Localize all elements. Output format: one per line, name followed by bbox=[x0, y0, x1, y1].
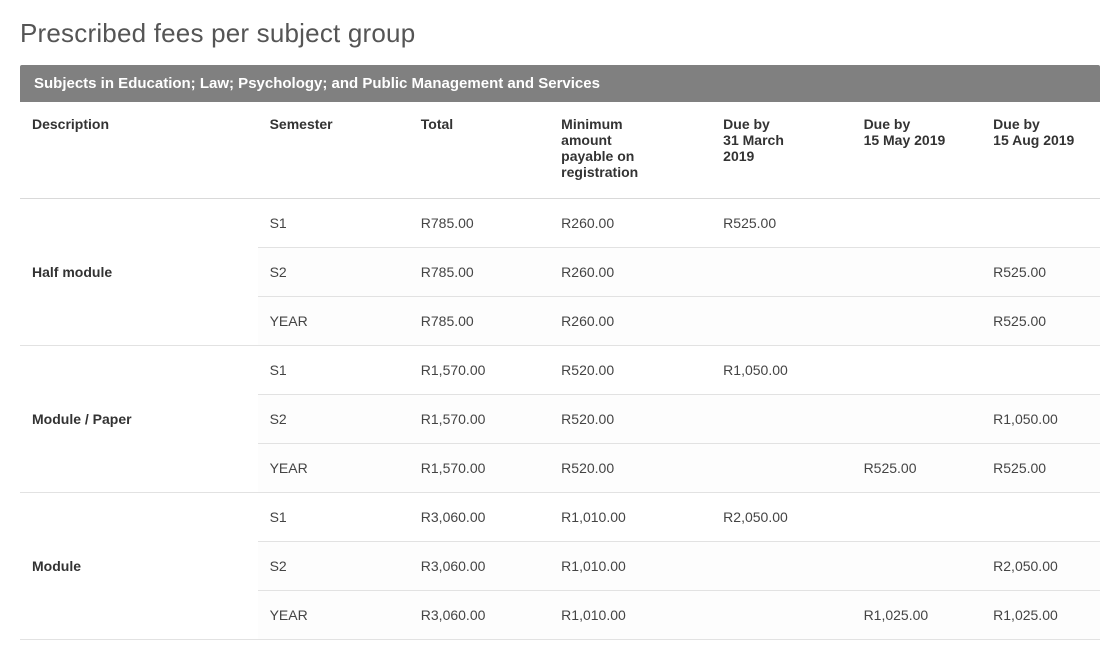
cell-due-31-mar bbox=[711, 591, 851, 640]
cell-min-payable: R520.00 bbox=[549, 395, 711, 444]
cell-semester: S1 bbox=[258, 493, 409, 542]
cell-semester: S2 bbox=[258, 395, 409, 444]
fees-table: Description Semester Total Minimum amoun… bbox=[20, 102, 1100, 640]
cell-due-31-mar: R1,050.00 bbox=[711, 346, 851, 395]
cell-due-31-mar: R525.00 bbox=[711, 199, 851, 248]
cell-semester: S1 bbox=[258, 199, 409, 248]
col-due-15-aug: Due by 15 Aug 2019 bbox=[981, 102, 1100, 199]
cell-due-15-aug bbox=[981, 199, 1100, 248]
cell-total: R3,060.00 bbox=[409, 591, 549, 640]
fees-table-head: Description Semester Total Minimum amoun… bbox=[20, 102, 1100, 199]
cell-min-payable: R260.00 bbox=[549, 248, 711, 297]
col-total: Total bbox=[409, 102, 549, 199]
cell-total: R1,570.00 bbox=[409, 444, 549, 493]
cell-semester: YEAR bbox=[258, 591, 409, 640]
description-cell: Half module bbox=[20, 199, 258, 346]
cell-due-15-may: R525.00 bbox=[852, 444, 982, 493]
cell-due-31-mar bbox=[711, 542, 851, 591]
cell-min-payable: R1,010.00 bbox=[549, 542, 711, 591]
cell-due-15-may bbox=[852, 346, 982, 395]
cell-min-payable: R520.00 bbox=[549, 346, 711, 395]
cell-semester: S2 bbox=[258, 542, 409, 591]
group-module: Module S1 R3,060.00 R1,010.00 R2,050.00 … bbox=[20, 493, 1100, 640]
description-cell: Module bbox=[20, 493, 258, 640]
cell-due-15-aug bbox=[981, 493, 1100, 542]
cell-due-15-aug: R525.00 bbox=[981, 248, 1100, 297]
cell-total: R3,060.00 bbox=[409, 493, 549, 542]
table-row: Module / Paper S1 R1,570.00 R520.00 R1,0… bbox=[20, 346, 1100, 395]
col-due-15-may: Due by 15 May 2019 bbox=[852, 102, 982, 199]
cell-semester: S1 bbox=[258, 346, 409, 395]
cell-due-31-mar bbox=[711, 395, 851, 444]
cell-due-31-mar bbox=[711, 248, 851, 297]
cell-due-15-aug: R525.00 bbox=[981, 297, 1100, 346]
cell-due-31-mar bbox=[711, 444, 851, 493]
cell-min-payable: R520.00 bbox=[549, 444, 711, 493]
cell-due-15-may bbox=[852, 248, 982, 297]
cell-semester: YEAR bbox=[258, 297, 409, 346]
description-cell: Module / Paper bbox=[20, 346, 258, 493]
cell-total: R785.00 bbox=[409, 297, 549, 346]
cell-due-15-may bbox=[852, 493, 982, 542]
cell-due-15-aug: R2,050.00 bbox=[981, 542, 1100, 591]
cell-due-15-may: R1,025.00 bbox=[852, 591, 982, 640]
cell-total: R1,570.00 bbox=[409, 346, 549, 395]
cell-due-15-aug bbox=[981, 346, 1100, 395]
cell-min-payable: R1,010.00 bbox=[549, 493, 711, 542]
table-row: Half module S1 R785.00 R260.00 R525.00 bbox=[20, 199, 1100, 248]
cell-due-15-aug: R525.00 bbox=[981, 444, 1100, 493]
cell-due-15-aug: R1,025.00 bbox=[981, 591, 1100, 640]
col-min-payable: Minimum amount payable on registration bbox=[549, 102, 711, 199]
cell-due-15-aug: R1,050.00 bbox=[981, 395, 1100, 444]
table-row: Module S1 R3,060.00 R1,010.00 R2,050.00 bbox=[20, 493, 1100, 542]
cell-due-15-may bbox=[852, 297, 982, 346]
cell-due-31-mar: R2,050.00 bbox=[711, 493, 851, 542]
page-title: Prescribed fees per subject group bbox=[20, 18, 1100, 49]
cell-min-payable: R1,010.00 bbox=[549, 591, 711, 640]
cell-semester: YEAR bbox=[258, 444, 409, 493]
group-module-paper: Module / Paper S1 R1,570.00 R520.00 R1,0… bbox=[20, 346, 1100, 493]
cell-total: R785.00 bbox=[409, 199, 549, 248]
group-half-module: Half module S1 R785.00 R260.00 R525.00 S… bbox=[20, 199, 1100, 346]
cell-min-payable: R260.00 bbox=[549, 297, 711, 346]
cell-due-15-may bbox=[852, 395, 982, 444]
cell-due-31-mar bbox=[711, 297, 851, 346]
cell-total: R1,570.00 bbox=[409, 395, 549, 444]
cell-total: R3,060.00 bbox=[409, 542, 549, 591]
cell-semester: S2 bbox=[258, 248, 409, 297]
cell-due-15-may bbox=[852, 542, 982, 591]
col-due-31-mar: Due by 31 March 2019 bbox=[711, 102, 851, 199]
subject-group-header: Subjects in Education; Law; Psychology; … bbox=[20, 65, 1100, 102]
col-semester: Semester bbox=[258, 102, 409, 199]
col-description: Description bbox=[20, 102, 258, 199]
cell-min-payable: R260.00 bbox=[549, 199, 711, 248]
cell-total: R785.00 bbox=[409, 248, 549, 297]
cell-due-15-may bbox=[852, 199, 982, 248]
